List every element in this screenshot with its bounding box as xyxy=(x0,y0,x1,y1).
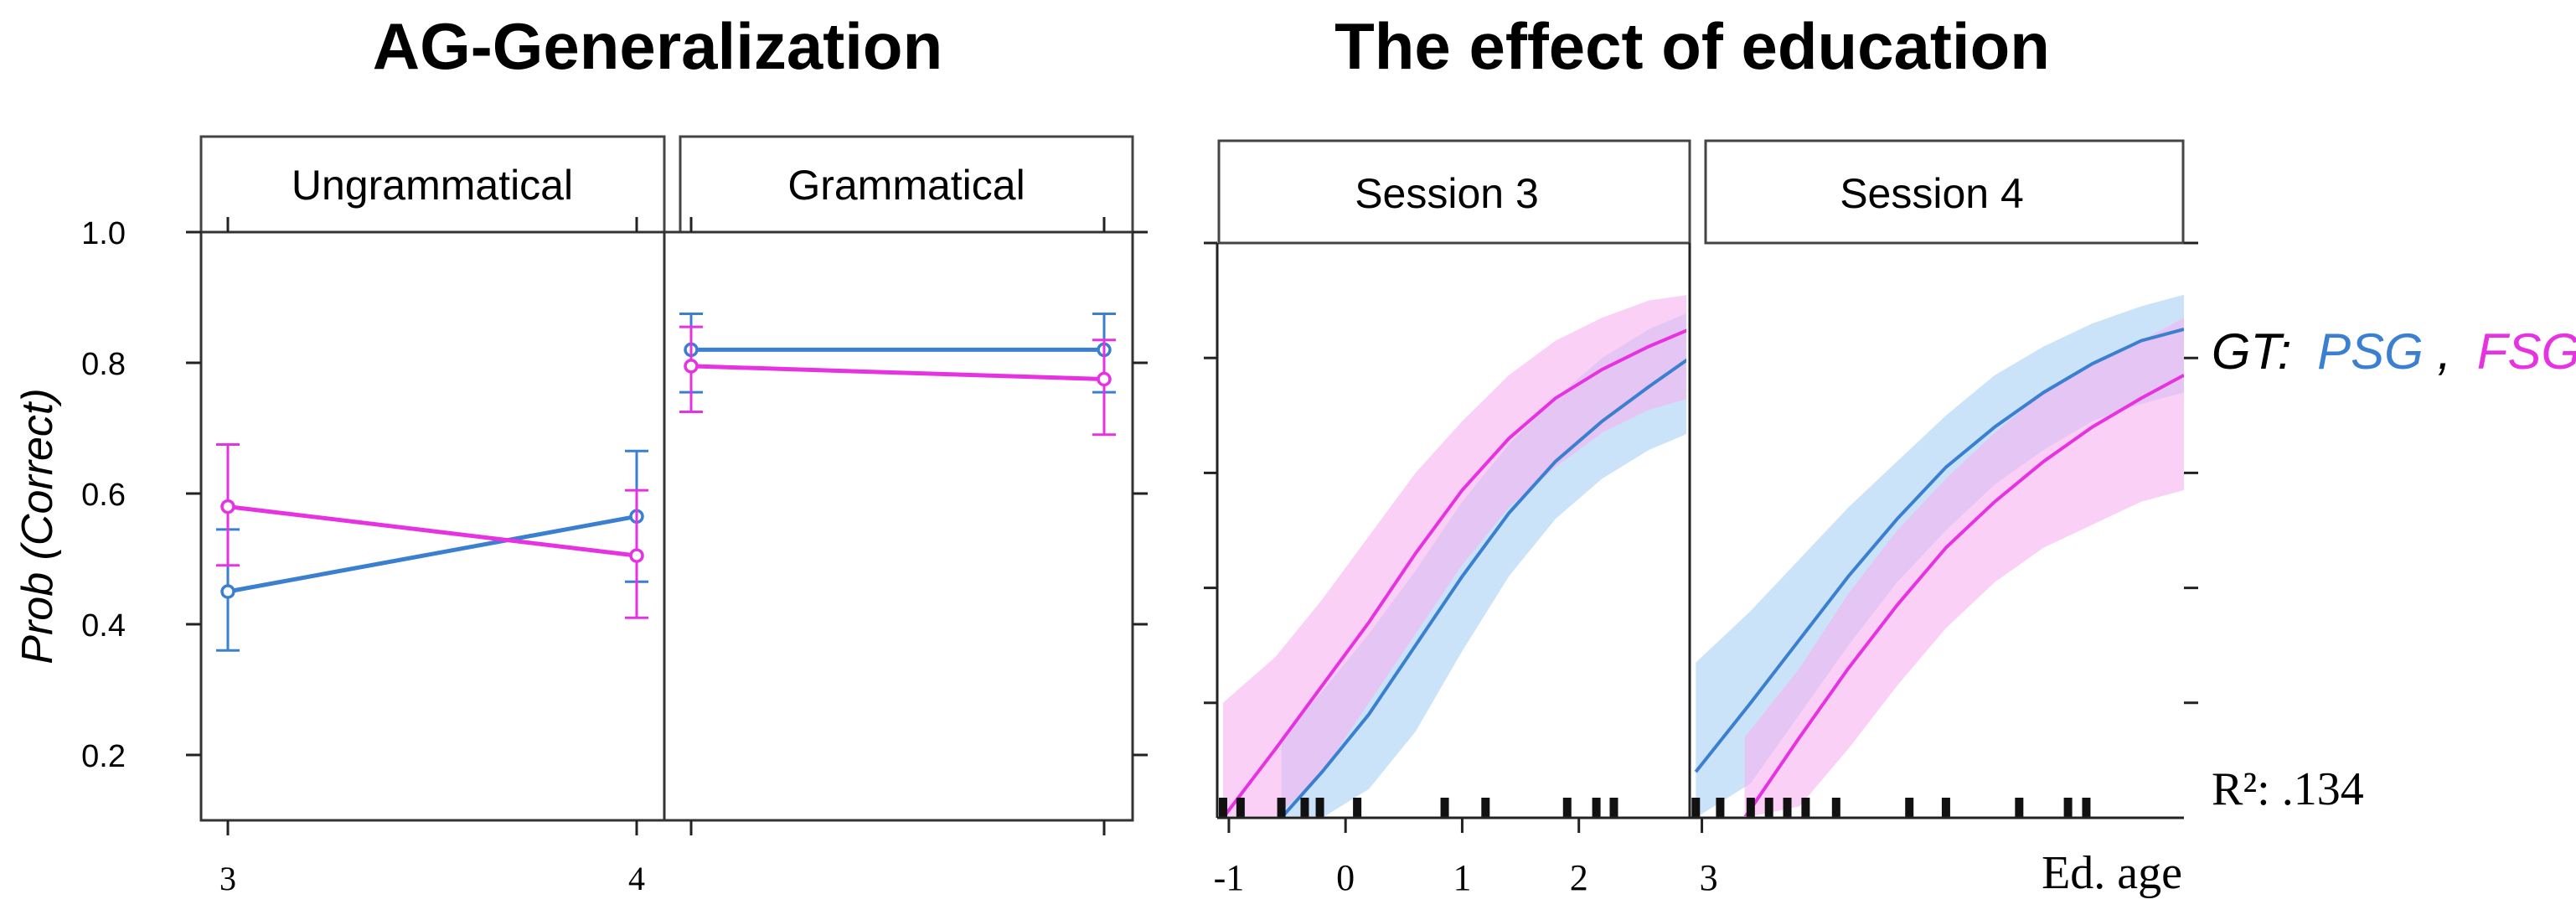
session-4-rug-mark xyxy=(2082,798,2091,818)
session-3-series-layer xyxy=(1221,295,1686,816)
session-3-rug-mark xyxy=(1277,798,1286,818)
session-4-psg-line xyxy=(1694,327,2184,773)
session-3-fsg-confidence-band xyxy=(1222,295,1686,816)
ungrammatical-psg-point xyxy=(220,584,235,599)
right-x-tick-label: 0 xyxy=(1336,857,1355,898)
legend-fsg: FSG xyxy=(2477,323,2576,380)
ungrammatical-fsg-point xyxy=(220,499,235,514)
left-y-tick-label: 0.4 xyxy=(81,608,126,644)
right-chart: Session 3 Session 4 -1 0 1 2 3 Ed. age xyxy=(1204,139,2198,899)
session-4-fsg-confidence-band xyxy=(1744,318,2184,816)
r-squared-label: R²: .134 xyxy=(2212,763,2364,815)
strip-grammatical-box xyxy=(679,135,1134,234)
session-3-rug-mark xyxy=(1481,798,1490,818)
session-3-fsg-line xyxy=(1221,328,1686,816)
session-3-rug-mark xyxy=(1353,798,1362,818)
ungrammatical-fsg-line xyxy=(227,504,638,558)
session-4-rug-mark xyxy=(1831,798,1840,818)
legend-psg: PSG xyxy=(2317,323,2424,380)
session-4-rug-mark xyxy=(1905,798,1914,818)
session-3-rug-mark xyxy=(1440,798,1449,818)
left-y-tick-label: 0.2 xyxy=(81,739,126,774)
session-3-rug-mark xyxy=(1609,798,1618,818)
strip-session-3-label: Session 3 xyxy=(1355,170,1539,217)
right-x-tick-label: 3 xyxy=(1700,857,1718,898)
session-3-rug-mark xyxy=(1300,798,1309,818)
right-y-axis xyxy=(1204,241,2198,705)
right-x-tick-label: -1 xyxy=(1214,857,1245,898)
session-3-rug-mark xyxy=(1315,798,1324,818)
session-3-rug-mark xyxy=(1218,798,1227,818)
session-4-rug-mark xyxy=(1783,798,1792,818)
session-4-rug-mark xyxy=(1801,798,1810,818)
session-4-rug-mark xyxy=(1691,798,1701,818)
left-x-tick-label: 4 xyxy=(628,860,645,897)
ungrammatical-psg-line xyxy=(227,514,638,594)
session-4-rug-mark xyxy=(1764,798,1773,818)
strip-ungrammatical-box xyxy=(199,135,666,234)
session-4-series-layer xyxy=(1694,294,2184,816)
session-3-psg-line xyxy=(1280,358,1686,816)
strip-session-4-label: Session 4 xyxy=(1840,170,2024,217)
strip-session-3-box xyxy=(1217,139,1691,245)
strip-session-4-box xyxy=(1704,139,2185,245)
session-3-rug-mark xyxy=(1592,798,1601,818)
left-y-tick-label: 0.6 xyxy=(81,478,126,513)
grammatical-plot-frame xyxy=(663,230,1134,822)
legend-separator: , xyxy=(2437,323,2451,380)
ungrammatical-fsg-point xyxy=(629,548,644,563)
session-4-fsg-line xyxy=(1743,374,2184,816)
left-chart-title: AG-Generalization xyxy=(373,9,942,83)
right-chart-title: The effect of education xyxy=(1334,9,2050,83)
session-4-rug-mark xyxy=(1941,798,1950,818)
session-3-rug-mark xyxy=(1236,798,1245,818)
legend-prefix: GT: xyxy=(2212,323,2292,380)
strip-ungrammatical-label: Ungrammatical xyxy=(292,162,573,209)
rug-layer xyxy=(1218,798,2091,818)
left-x-tick-label: 3 xyxy=(219,860,236,897)
legend: GT: PSG , FSG xyxy=(2212,323,2576,380)
right-x-tick-label: 2 xyxy=(1570,857,1588,898)
left-y-tick-label: 1.0 xyxy=(81,216,126,251)
right-x-tick-label: 1 xyxy=(1453,857,1471,898)
left-chart: Ungrammatical Grammatical 0.2 0.4 0.6 0.8 1.… xyxy=(13,135,1148,897)
left-y-axis: 0.2 0.4 0.6 0.8 1.0 xyxy=(81,216,1148,774)
grammatical-fsg-line xyxy=(690,364,1105,381)
grammatical-fsg-point xyxy=(1097,371,1112,387)
session-4-rug-mark xyxy=(1716,798,1725,818)
grammatical-fsg-point xyxy=(684,359,699,374)
session-3-rug-mark xyxy=(1562,798,1572,818)
session-4-rug-mark xyxy=(1746,798,1755,818)
left-y-tick-label: 0.8 xyxy=(81,347,126,382)
session-4-rug-mark xyxy=(2063,798,2073,818)
left-series-layer xyxy=(216,313,1116,652)
strip-grammatical-label: Grammatical xyxy=(787,162,1025,209)
right-x-axis-label: Ed. age xyxy=(2042,847,2182,899)
left-y-axis-label: Prob (Correct) xyxy=(13,388,62,664)
right-x-axis: -1 0 1 2 3 xyxy=(1214,818,1718,898)
session-4-rug-mark xyxy=(2015,798,2024,818)
